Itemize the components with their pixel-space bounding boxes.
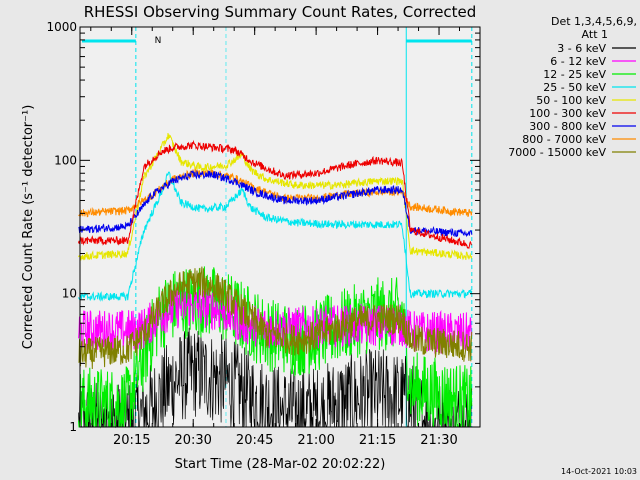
- y-axis: 1 10 100 1000: [46, 20, 480, 434]
- series-line-100-300-kev: [78, 139, 472, 249]
- y-tick-label: 1000: [46, 20, 77, 34]
- attenuator-markers: [82, 27, 473, 427]
- y-tick-label: 1: [69, 420, 77, 434]
- chart-title: RHESSI Observing Summary Count Rates, Co…: [84, 3, 477, 21]
- legend-label: 800 - 7000 keV: [522, 133, 606, 146]
- legend-label: 25 - 50 keV: [543, 81, 606, 94]
- legend-label: 3 - 6 keV: [557, 42, 606, 55]
- y-tick-label: 100: [54, 153, 77, 167]
- timestamp: 14-Oct-2021 10:03: [561, 467, 637, 476]
- x-tick-label: 21:00: [297, 433, 334, 448]
- y-axis-label: Corrected Count Rate (s⁻¹ detector⁻¹): [21, 105, 36, 350]
- legend-header-line-1: Det 1,3,4,5,6,9,: [551, 15, 637, 28]
- legend-label: 7000 - 15000 keV: [508, 146, 606, 159]
- legend-label: 50 - 100 keV: [536, 94, 606, 107]
- series-line-25-50-kev: [78, 171, 473, 302]
- series-line-3-6-kev: [78, 327, 473, 429]
- x-tick-label: 20:30: [174, 433, 211, 448]
- series-line-7000-15000-kev: [78, 266, 473, 370]
- legend-label: 12 - 25 keV: [543, 68, 606, 81]
- legend-header-line-2: Att 1: [582, 28, 608, 41]
- x-tick-label: 20:15: [113, 433, 150, 448]
- plot-frame: [79, 26, 481, 428]
- x-tick-label: 21:15: [359, 433, 396, 448]
- plot-area: [80, 27, 480, 427]
- legend-label: 100 - 300 keV: [529, 107, 606, 120]
- x-tick-label: 20:45: [236, 433, 273, 448]
- series-line-300-800-kev: [78, 169, 473, 238]
- x-axis: 20:15 20:30 20:45 21:00 21:15 21:30: [90, 27, 461, 448]
- x-axis-label: Start Time (28-Mar-02 20:02:22): [175, 457, 386, 472]
- x-tick-label: 21:30: [420, 433, 457, 448]
- legend-label: 6 - 12 keV: [550, 55, 606, 68]
- attenuator-annotation: N: [155, 36, 162, 46]
- legend-label: 300 - 800 keV: [529, 120, 606, 133]
- series-layer: [78, 132, 473, 429]
- y-tick-label: 10: [62, 287, 77, 301]
